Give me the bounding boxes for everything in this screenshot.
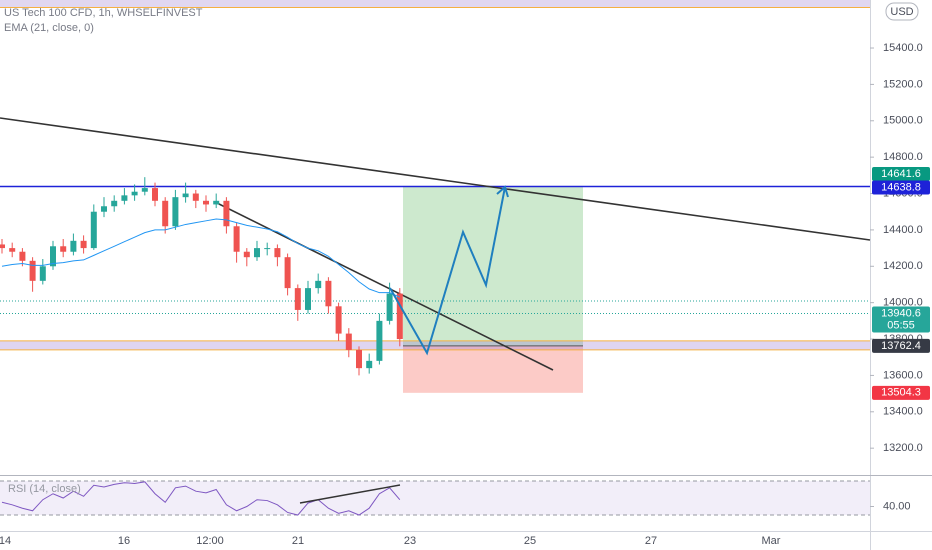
- rsi-band: [0, 480, 870, 516]
- candle-body: [356, 349, 362, 369]
- candle-body: [213, 200, 220, 205]
- last-label: 13940.6: [881, 307, 921, 319]
- y-tick-label: 15000.0: [883, 115, 923, 127]
- candle-body: [223, 200, 230, 227]
- x-tick-label: 27: [645, 535, 657, 547]
- x-tick-label: 25: [524, 535, 536, 547]
- profit-zone: [403, 185, 583, 346]
- rsi-trend-line: [299, 484, 401, 504]
- resistance-label: 14638.8: [881, 181, 921, 193]
- candle-body: [376, 320, 383, 361]
- candle-body: [335, 306, 342, 334]
- projection-path: [389, 185, 509, 356]
- y-tick-label: 13600.0: [883, 369, 923, 381]
- y-tick-label: 13200.0: [883, 442, 923, 454]
- rsi-line: [1, 481, 401, 516]
- candle-body: [396, 293, 403, 340]
- y-tick-label: 15200.0: [883, 78, 923, 90]
- candle-body: [9, 248, 16, 252]
- candle-body: [294, 288, 301, 310]
- indicator-title: EMA (21, close, 0): [4, 22, 94, 34]
- target-box: [872, 166, 930, 181]
- candle-body: [345, 333, 352, 350]
- entry-box: [872, 338, 930, 353]
- candle-body: [162, 200, 169, 227]
- candle-body: [386, 293, 393, 321]
- stop-box: [872, 385, 930, 400]
- candle-body: [315, 280, 322, 289]
- top-zone: [0, 0, 870, 7]
- candle-body: [366, 360, 373, 369]
- last-box: [872, 306, 930, 333]
- candle-body: [182, 193, 189, 198]
- candle-body: [264, 248, 271, 250]
- rsi-tick-label: 40.00: [883, 500, 911, 512]
- loss-zone: [403, 345, 583, 393]
- x-tick-label: Mar: [762, 535, 781, 547]
- candle-body: [70, 240, 77, 252]
- target-label: 14641.6: [881, 168, 921, 180]
- y-tick-label: 13400.0: [883, 406, 923, 418]
- entry-label: 13762.4: [881, 340, 921, 352]
- candle-body: [243, 251, 250, 258]
- candle-body: [172, 197, 179, 227]
- candle-body: [152, 188, 158, 201]
- y-tick-label: 14200.0: [883, 260, 923, 272]
- currency-label[interactable]: USD: [890, 6, 913, 18]
- candle-body: [90, 211, 97, 249]
- x-tick-label: 14: [0, 535, 11, 547]
- y-tick-label: 14000.0: [883, 297, 923, 309]
- candle-body: [60, 246, 67, 252]
- ema-line: [1, 218, 401, 298]
- stop-label: 13504.3: [881, 387, 921, 399]
- rsi-title: RSI (14, close): [8, 483, 81, 495]
- x-tick-label: 21: [292, 535, 304, 547]
- candle-body: [254, 248, 260, 258]
- candle-body: [29, 260, 36, 281]
- candle-body: [121, 195, 128, 201]
- countdown-label: 05:55: [887, 319, 915, 331]
- candle-body: [50, 246, 56, 267]
- candle-body: [233, 226, 240, 252]
- currency-button[interactable]: [885, 2, 919, 21]
- y-tick-label: 14800.0: [883, 151, 923, 163]
- y-tick-label: 14400.0: [883, 224, 923, 236]
- candle-body: [0, 244, 5, 249]
- plot-layer: 13200.013400.013600.013800.014000.014200…: [0, 42, 930, 547]
- candle-body: [101, 206, 107, 212]
- x-tick-label: 16: [118, 535, 130, 547]
- trend-line: [0, 117, 871, 241]
- x-tick-label: 23: [404, 535, 416, 547]
- candle-body: [203, 200, 209, 205]
- x-tick-label: 12:00: [196, 535, 224, 547]
- candle-body: [284, 257, 291, 289]
- candle-body: [19, 251, 26, 261]
- candle-body: [192, 193, 199, 201]
- candle-body: [141, 188, 148, 192]
- candle-body: [80, 240, 87, 249]
- candle-body: [325, 280, 332, 307]
- symbol-title: US Tech 100 CFD, 1h, WHSELFINVEST: [4, 7, 203, 19]
- candle-body: [274, 248, 281, 258]
- resistance-box: [872, 180, 930, 195]
- candle-body: [305, 288, 311, 310]
- candle-body: [131, 191, 138, 196]
- y-tick-label: 15400.0: [883, 42, 923, 54]
- candle-body: [39, 266, 46, 281]
- candle-body: [111, 200, 118, 207]
